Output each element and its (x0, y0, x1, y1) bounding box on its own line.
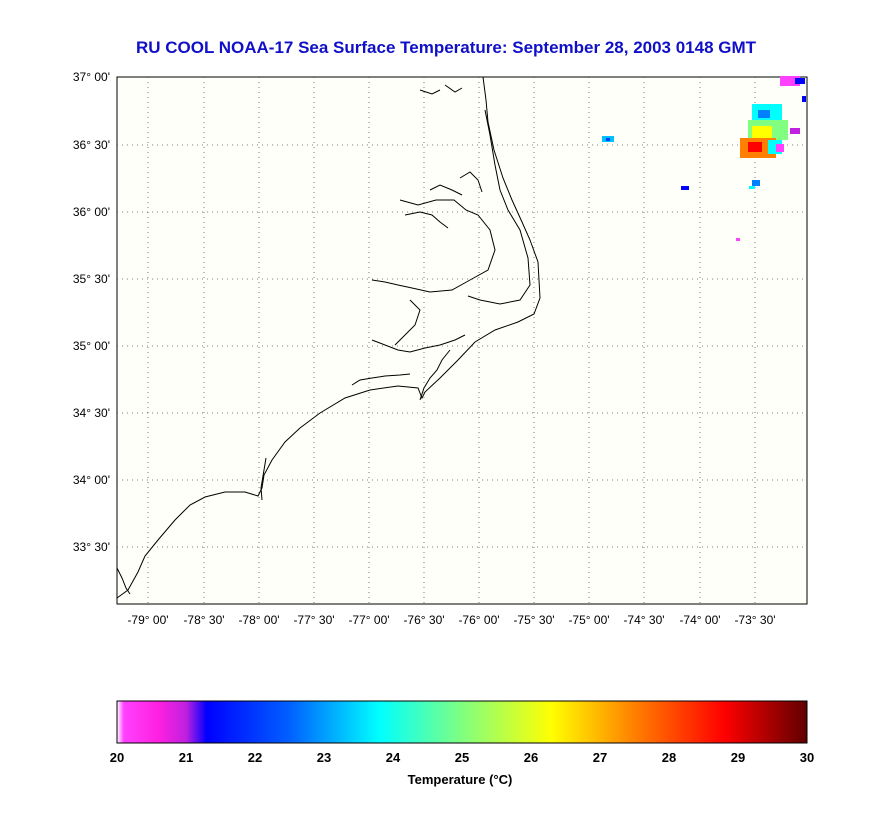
longitude-labels: -79° 00' -78° 30' -78° 00' -77° 30' -77°… (127, 613, 775, 627)
lon-label: -77° 30' (293, 613, 334, 627)
lon-label: -79° 00' (127, 613, 168, 627)
colorbar-label: Temperature (°C) (408, 772, 513, 787)
colorbar-tick: 27 (593, 750, 607, 765)
lat-label: 36° 30' (73, 138, 110, 152)
coastline (116, 76, 541, 599)
colorbar-tick: 29 (731, 750, 745, 765)
latitude-labels: 37° 00' 36° 30' 36° 00' 35° 30' 35° 00' … (73, 70, 110, 554)
colorbar-ticks: 20 21 22 23 24 25 26 27 28 29 30 (110, 750, 814, 765)
colorbar-tick: 22 (248, 750, 262, 765)
colorbar-tick: 26 (524, 750, 538, 765)
lat-label: 37° 00' (73, 70, 110, 84)
colorbar-tick: 21 (179, 750, 193, 765)
lon-label: -78° 30' (183, 613, 224, 627)
lat-label: 34° 30' (73, 406, 110, 420)
lon-label: -76° 30' (403, 613, 444, 627)
lon-label: -78° 00' (238, 613, 279, 627)
lat-label: 34° 00' (73, 473, 110, 487)
colorbar-tick: 24 (386, 750, 401, 765)
lon-label: -77° 00' (348, 613, 389, 627)
colorbar-tick: 28 (662, 750, 676, 765)
lon-label: -73° 30' (734, 613, 775, 627)
lat-label: 35° 00' (73, 339, 110, 353)
lon-label: -75° 00' (568, 613, 609, 627)
colorbar-tick: 25 (455, 750, 469, 765)
colorbar (116, 700, 808, 744)
colorbar-tick: 23 (317, 750, 331, 765)
map-title: RU COOL NOAA-17 Sea Surface Temperature:… (135, 38, 757, 57)
map-frame (116, 76, 808, 605)
colorbar-tick: 20 (110, 750, 124, 765)
lat-label: 36° 00' (73, 205, 110, 219)
sst-pixels (602, 76, 806, 241)
lon-label: -75° 30' (513, 613, 554, 627)
lon-label: -76° 00' (458, 613, 499, 627)
lon-label: -74° 00' (679, 613, 720, 627)
colorbar-tick: 30 (800, 750, 814, 765)
lat-label: 35° 30' (73, 272, 110, 286)
lon-label: -74° 30' (623, 613, 664, 627)
lat-label: 33° 30' (73, 540, 110, 554)
graticule (117, 77, 807, 604)
